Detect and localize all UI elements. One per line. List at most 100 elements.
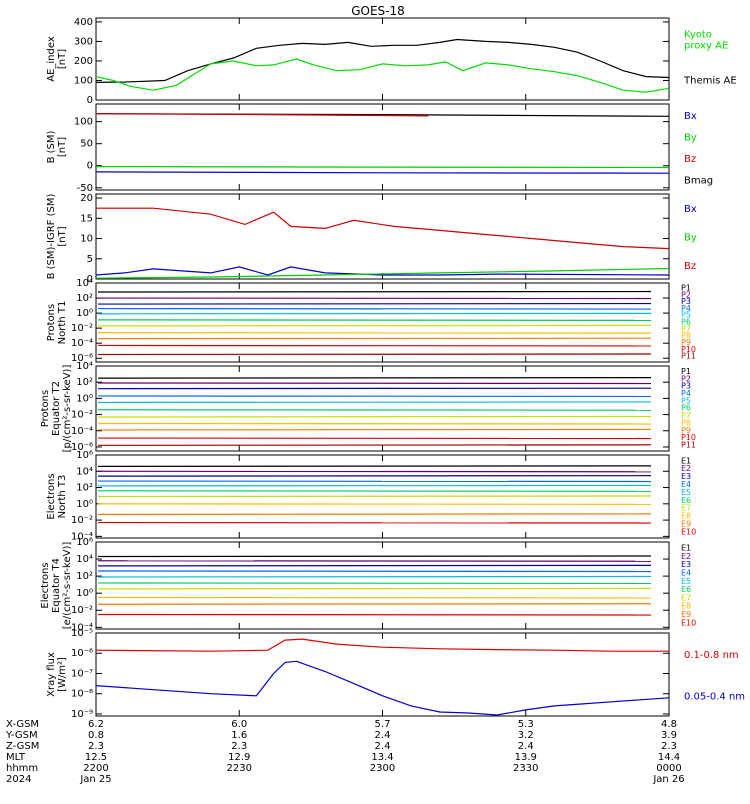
legend-label: Bx [684,204,697,215]
axis-value: 3.2 [518,730,534,741]
legend-label: By [684,132,697,143]
y-tick-label: 10⁻⁶ [71,353,93,364]
y-tick-label: 10⁴ [76,554,93,565]
channel-label: E2 [681,464,691,473]
series-line [95,58,670,93]
series-line [95,266,670,276]
axis-value: 2.3 [661,741,677,752]
channel-label: P4 [681,389,691,398]
axis-value: 2.4 [375,730,391,741]
channel-label: E5 [681,488,691,497]
channel-label: P4 [681,304,691,313]
channel-line [97,395,652,398]
y-axis-label: Equator T2 [51,381,62,436]
y-tick-label: 200 [74,56,93,67]
channel-label: P8 [681,418,691,427]
y-tick-label: 10⁻⁵ [71,628,93,639]
channel-label: E1 [681,544,691,553]
channel-label: E6 [681,585,691,594]
channel-label: E2 [681,552,691,561]
channel-line [97,582,652,585]
channel-line [97,312,652,315]
legend-label: Bmag [684,175,713,186]
axis-value: 0.8 [88,730,104,741]
channel-label: P1 [681,283,691,292]
channel-line [97,415,652,418]
channel-line [97,587,652,590]
axis-value: 14.4 [658,752,680,763]
channel-line [97,613,652,616]
y-tick-label: 10² [76,293,93,304]
channel-line [97,377,652,379]
channel-line [97,490,652,492]
axis-value: 4.8 [661,719,677,730]
series-line [96,207,670,250]
y-axis-label: AE_index [46,36,57,82]
legend-label: Bz [684,261,696,272]
legend-label: 0.1-0.8 nm [684,650,739,661]
panel-4: 10⁻⁶ 10⁻⁴ 10⁻² 10⁰ 10² 10⁴ Protons North T1 P1P2… [46,278,696,364]
channel-label: P10 [681,433,696,442]
y-tick-label: -50 [77,183,93,194]
plot-title: GOES-18 [351,4,405,18]
axis-row-label: X-GSM [6,719,39,730]
y-tick-label: 100 [74,75,93,86]
y-tick-label: 10⁻⁹ [71,709,93,720]
channel-label: E10 [681,527,696,536]
y-axis-label: [nT] [57,226,68,246]
series-line [95,171,670,174]
y-axis-label: Equator T4 [51,558,62,613]
y-axis-label: [e/(cm²-s-sr-keV)] [62,542,73,630]
channel-line [97,560,652,562]
axis-value: 5.7 [375,719,391,730]
channel-label: P8 [681,331,691,340]
y-tick-label: 10⁰ [76,588,93,599]
channel-label: P11 [681,352,696,361]
y-tick-label: 10⁻⁴ [71,426,93,437]
channel-line [97,307,652,310]
axis-row-label: 2024 [6,774,31,785]
y-tick-label: 0 [87,274,93,285]
channel-line [97,480,652,483]
channel-line [97,409,652,411]
legend-label: proxy AE [684,41,728,52]
channel-line [97,387,652,390]
y-tick-label: 10⁻² [71,323,93,334]
channel-label: P2 [681,374,691,383]
y-tick-label: 400 [74,17,93,28]
channel-label: E10 [681,618,696,627]
axis-value: 2300 [370,763,395,774]
channel-line [97,382,652,385]
series-line [95,267,670,279]
panel-frame [95,17,670,101]
panel-3: 0 5 10 15 20 B (SM)-IGRF (SM) [nT] Bx By Bz [46,193,697,285]
channel-line [97,465,652,467]
axis-value: 12.9 [228,752,250,763]
y-axis-label: North T1 [57,301,68,345]
channel-label: P1 [681,367,691,376]
y-axis-label: [nT] [57,137,68,157]
channel-line [97,470,652,473]
axis-value: 12.5 [85,752,107,763]
channel-line [97,324,652,327]
channel-line [97,596,652,599]
channel-line [97,555,652,558]
axis-value: 2230 [227,763,252,774]
y-tick-label: 5 [87,254,93,265]
channel-line [97,521,652,524]
y-tick-label: 10⁻⁸ [71,689,93,700]
axis-value: 3.9 [661,730,677,741]
channel-line [97,603,652,605]
channel-label: P11 [681,441,696,450]
axis-row-label: Y-GSM [5,730,38,741]
y-tick-label: 10⁻² [71,605,93,616]
y-tick-label: 0 [87,161,93,172]
channel-label: P5 [681,311,691,320]
axis-value: 0000 [656,763,681,774]
axis-row-label: hhmm [6,763,38,774]
y-tick-label: 10⁻⁴ [71,531,93,542]
y-tick-label: 0 [87,95,93,106]
channel-line [97,422,652,425]
channel-label: E9 [681,610,691,619]
